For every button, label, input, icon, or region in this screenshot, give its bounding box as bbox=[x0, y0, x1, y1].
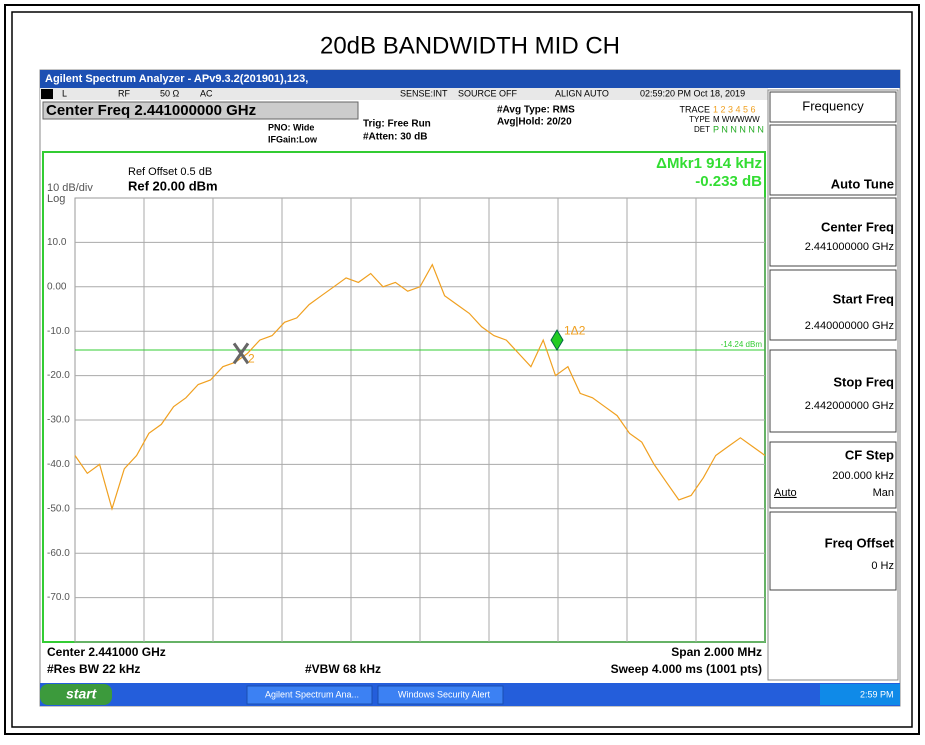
task-label: Agilent Spectrum Ana... bbox=[265, 689, 359, 699]
footer: #Res BW 22 kHz bbox=[47, 662, 140, 676]
softkey-value: 2.441000000 GHz bbox=[805, 241, 894, 253]
pno: PNO: Wide bbox=[268, 122, 314, 132]
det-label: DET bbox=[694, 125, 710, 134]
title-bar bbox=[40, 70, 900, 88]
scale-type: Log bbox=[47, 193, 65, 205]
softkey-label: CF Step bbox=[845, 447, 894, 462]
softkey[interactable] bbox=[769, 269, 897, 341]
task-label: Windows Security Alert bbox=[398, 689, 491, 699]
window-title: Agilent Spectrum Analyzer - APv9.3.2(201… bbox=[45, 73, 308, 85]
status: 50 Ω bbox=[160, 88, 180, 98]
marker-readout: -0.233 dB bbox=[695, 173, 762, 190]
ifgain: IFGain:Low bbox=[268, 134, 318, 144]
status: L bbox=[62, 88, 67, 98]
ref-offset: Ref Offset 0.5 dB bbox=[128, 166, 212, 178]
y-tick-label: -30.0 bbox=[47, 415, 70, 426]
softkey-label: Freq Offset bbox=[825, 535, 895, 550]
y-tick-label: 0.00 bbox=[47, 281, 67, 292]
outer-frame bbox=[4, 4, 920, 735]
type-vals: M WWWWW bbox=[713, 115, 760, 124]
status: SENSE:INT bbox=[400, 88, 448, 98]
avg-type: #Avg Type: RMS bbox=[497, 105, 575, 116]
softkey-label: Stop Freq bbox=[833, 374, 894, 389]
status: 02:59:20 PM Oct 18, 2019 bbox=[640, 88, 745, 98]
menu-title: Frequency bbox=[802, 98, 864, 113]
y-tick-label: -70.0 bbox=[47, 592, 70, 603]
atten: #Atten: 30 dB bbox=[363, 132, 427, 143]
marker-readout: ΔMkr1 914 kHz bbox=[656, 155, 762, 172]
softkey[interactable] bbox=[769, 349, 897, 433]
start-label: start bbox=[66, 686, 98, 702]
softkey[interactable] bbox=[769, 441, 897, 509]
softkey-label: Auto Tune bbox=[831, 176, 894, 191]
softkey-value: 200.000 kHz bbox=[832, 470, 894, 482]
softkey-value: 0 Hz bbox=[871, 560, 894, 572]
y-tick-label: 10.0 bbox=[47, 237, 67, 248]
type-label: TYPE bbox=[689, 115, 710, 124]
task-button[interactable] bbox=[246, 685, 373, 705]
lxi-icon bbox=[41, 89, 53, 99]
softkey[interactable] bbox=[769, 197, 897, 267]
footer: Sweep 4.000 ms (1001 pts) bbox=[611, 662, 762, 676]
trace-label: TRACE bbox=[679, 104, 710, 114]
inner-frame bbox=[11, 11, 913, 728]
task-button[interactable] bbox=[377, 685, 504, 705]
softkey[interactable] bbox=[769, 124, 897, 196]
softkey[interactable] bbox=[769, 511, 897, 591]
clock: 2:59 PM bbox=[860, 689, 894, 699]
trig: Trig: Free Run bbox=[363, 119, 431, 130]
status: ALIGN AUTO bbox=[555, 88, 609, 98]
marker bbox=[232, 342, 250, 365]
status: AC bbox=[200, 88, 213, 98]
footer: Center 2.441000 GHz bbox=[47, 645, 166, 659]
y-tick-label: -20.0 bbox=[47, 370, 70, 381]
y-tick-label: -50.0 bbox=[47, 503, 70, 514]
scale: 10 dB/div bbox=[47, 182, 93, 194]
marker-label: 1Δ2 bbox=[564, 323, 586, 337]
footer: #VBW 68 kHz bbox=[305, 662, 381, 676]
trace-nums: 1 2 3 4 5 6 bbox=[713, 104, 756, 114]
y-tick-label: -10.0 bbox=[47, 326, 70, 337]
y-tick-label: -60.0 bbox=[47, 548, 70, 559]
trace bbox=[74, 263, 766, 511]
marker bbox=[550, 329, 564, 352]
y-tick-label: -40.0 bbox=[47, 459, 70, 470]
ref-level: Ref 20.00 dBm bbox=[128, 178, 218, 193]
page-title: 20dB BANDWIDTH MID CH bbox=[320, 32, 620, 59]
softkey-label: Start Freq bbox=[833, 291, 894, 306]
softkey-option: Auto bbox=[774, 487, 797, 499]
softkey-option: Man bbox=[873, 487, 894, 499]
status-bar bbox=[40, 88, 768, 100]
avg-hold: Avg|Hold: 20/20 bbox=[497, 117, 572, 128]
start-button[interactable] bbox=[40, 684, 112, 705]
display-line-label: -14.24 dBm bbox=[721, 340, 763, 349]
status: SOURCE OFF bbox=[458, 88, 518, 98]
tray bbox=[820, 684, 900, 705]
window bbox=[39, 69, 901, 707]
softkey-label: Center Freq bbox=[821, 219, 894, 234]
marker-label: 2 bbox=[248, 352, 255, 366]
status: RF bbox=[118, 88, 130, 98]
softkey-menu bbox=[769, 91, 897, 123]
center-freq-box bbox=[42, 101, 359, 120]
softkey-value: 2.442000000 GHz bbox=[805, 400, 894, 412]
softkey-value: 2.440000000 GHz bbox=[805, 320, 894, 332]
center-freq: Center Freq 2.441000000 GHz bbox=[46, 102, 256, 119]
det-vals: P N N N N N bbox=[713, 124, 764, 134]
footer: Span 2.000 MHz bbox=[671, 645, 762, 659]
